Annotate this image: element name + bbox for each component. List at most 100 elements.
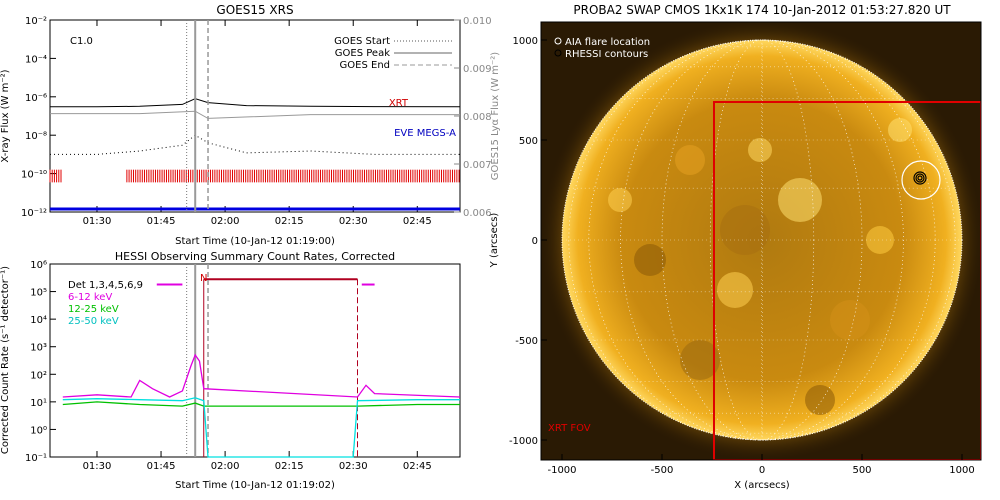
swap-legend: AIA flare location RHESSI contours xyxy=(554,37,650,60)
swap-xtick-label: 500 xyxy=(852,465,871,476)
hessi-legend-12-25: 12-25 keV xyxy=(68,304,119,315)
hessi-ytick-label: 10² xyxy=(30,370,47,381)
swap-xlabel: X (arcsecs) xyxy=(734,480,790,491)
goes-eve-label: EVE MEGS-A xyxy=(394,128,456,139)
sun-active-region xyxy=(830,300,870,340)
sun-texture xyxy=(608,118,912,415)
longitude-line xyxy=(588,39,936,441)
goes-axis-ticks: 01:30 01:45 02:00 02:15 02:30 02:45 10⁻² 10⁻⁴ 10… xyxy=(21,16,492,227)
hessi-axis-ticks: 01:30 01:45 02:00 02:15 02:30 02:45 10⁶ 10⁵ 10⁴ 1… xyxy=(25,260,432,472)
longitude-line xyxy=(709,39,815,441)
xrt-fov-box xyxy=(713,101,981,460)
goes-ytick-label: 10⁻¹² xyxy=(21,208,47,219)
hessi-series-0 xyxy=(62,353,461,398)
swap-title: PROBA2 SWAP CMOS 1Kx1K 174 10-Jan-2012 0… xyxy=(573,3,951,17)
flare-marker xyxy=(901,160,941,200)
hessi-ylabel: Corrected Count Rate (s⁻¹ detector⁻¹) xyxy=(0,266,11,454)
swap-ylabel: Y (arcsecs) xyxy=(489,213,500,269)
swap-ytick-label: -1000 xyxy=(509,436,538,447)
longitude-line xyxy=(568,39,956,441)
hessi-ytick-label: 10³ xyxy=(30,343,47,354)
sun-active-region xyxy=(634,244,666,276)
hessi-title: HESSI Observing Summary Count Rates, Cor… xyxy=(115,250,395,263)
goes-plot-frame xyxy=(49,19,461,213)
goes-series-0 xyxy=(50,98,461,108)
goes-series-1 xyxy=(50,134,460,155)
hessi-night-label: N xyxy=(200,273,207,284)
goes-y2tick-label: 0.009 xyxy=(463,64,492,75)
goes-xtick-label: 01:45 xyxy=(147,216,176,227)
rhessi-contour-1 xyxy=(913,171,927,185)
hessi-ytick-label: 10⁴ xyxy=(30,315,47,326)
sun-active-region xyxy=(748,138,772,162)
swap-axis-ticks: -1000 -500 0 500 1000 1000 500 0 -500 -1000 xyxy=(509,36,975,476)
hessi-detectors: Det 1,3,4,5,6,9 xyxy=(68,280,143,291)
hessi-ytick-label: 10¹ xyxy=(30,398,47,409)
hessi-plot-area xyxy=(62,264,461,458)
swap-xtick-label: -1000 xyxy=(547,465,576,476)
hessi-ytick-label: 10⁵ xyxy=(30,288,47,299)
goes-plot-area xyxy=(49,20,461,212)
hessi-xtick-label: 01:30 xyxy=(83,461,112,472)
hessi-legend-6-12: 6-12 keV xyxy=(68,292,112,303)
sun-active-region xyxy=(717,272,753,308)
goes-y2tick-label: 0.010 xyxy=(463,16,492,27)
goes-y2label: GOES15 Lyα Flux (W m⁻²) xyxy=(490,52,501,180)
legend-rhessi: RHESSI contours xyxy=(565,49,648,60)
swap-frame xyxy=(540,21,982,461)
goes-ytick-label: 10⁻⁶ xyxy=(25,93,47,104)
goes-ytick-label: 10⁻⁴ xyxy=(25,54,47,65)
goes-y2tick-label: 0.008 xyxy=(463,112,492,123)
goes-xtick-label: 02:15 xyxy=(275,216,304,227)
goes-legend: GOES Start GOES Peak GOES End xyxy=(334,36,452,71)
goes-legend-end: GOES End xyxy=(340,60,390,71)
longitude-line xyxy=(620,39,904,441)
heliographic-grid xyxy=(562,39,962,441)
longitude-line xyxy=(661,39,863,441)
swap-xtick-label: -500 xyxy=(651,465,674,476)
hessi-legend: Det 1,3,4,5,6,9 6-12 keV 12-25 keV 25-50… xyxy=(68,280,143,327)
legend-aia-icon xyxy=(554,37,562,45)
legend-aia: AIA flare location xyxy=(565,37,650,48)
aia-flare-circle xyxy=(901,160,941,200)
goes-legend-start: GOES Start xyxy=(334,36,390,47)
swap-ytick-label: 500 xyxy=(519,136,538,147)
xrt-fov-label: XRT FOV xyxy=(548,423,591,434)
goes-ytick-label: 10⁻² xyxy=(25,16,47,27)
swap-xtick-label: 1000 xyxy=(949,465,974,476)
hessi-series-2 xyxy=(62,397,460,458)
goes-y2tick-label: 0.007 xyxy=(463,160,492,171)
hessi-xtick-label: 02:15 xyxy=(275,461,304,472)
goes-series-2 xyxy=(50,110,460,119)
swap-image: AIA flare location RHESSI contours XRT F… xyxy=(541,22,981,460)
hessi-ytick-label: 10⁻¹ xyxy=(25,453,47,464)
goes-xtick-label: 02:45 xyxy=(403,216,432,227)
sun-active-region xyxy=(608,188,632,212)
hessi-xtick-label: 02:30 xyxy=(339,461,368,472)
sun-active-region xyxy=(778,178,822,222)
rhessi-contour-2 xyxy=(915,173,925,183)
hessi-xtick-label: 02:00 xyxy=(211,461,240,472)
legend-rhessi-icon xyxy=(554,49,562,57)
rhessi-contour-3 xyxy=(917,175,923,181)
swap-panel: PROBA2 SWAP CMOS 1Kx1K 174 10-Jan-2012 0… xyxy=(489,3,982,491)
swap-ytick-label: 1000 xyxy=(513,36,538,47)
goes-title: GOES15 XRS xyxy=(216,3,293,17)
goes-ylabel: X-ray Flux (W m⁻²) xyxy=(0,69,11,162)
goes-xtick-label: 02:30 xyxy=(339,216,368,227)
swap-xtick-label: 0 xyxy=(759,465,765,476)
hessi-series-1 xyxy=(62,401,460,407)
hessi-panel: HESSI Observing Summary Count Rates, Cor… xyxy=(0,250,461,491)
hessi-xtick-label: 01:45 xyxy=(147,461,176,472)
goes-ytick-label: 10⁻⁸ xyxy=(25,131,47,142)
goes-ytick-label: 10⁻¹⁰ xyxy=(21,170,47,181)
sun-active-region xyxy=(866,226,894,254)
sun-active-region xyxy=(888,118,912,142)
sun-active-region xyxy=(720,205,770,255)
goes-flare-class: C1.0 xyxy=(70,36,93,47)
hessi-ytick-label: 10⁰ xyxy=(30,425,47,436)
swap-ytick-label: -500 xyxy=(515,336,538,347)
hessi-legend-25-50: 25-50 keV xyxy=(68,316,119,327)
goes-y2tick-label: 0.006 xyxy=(463,208,492,219)
